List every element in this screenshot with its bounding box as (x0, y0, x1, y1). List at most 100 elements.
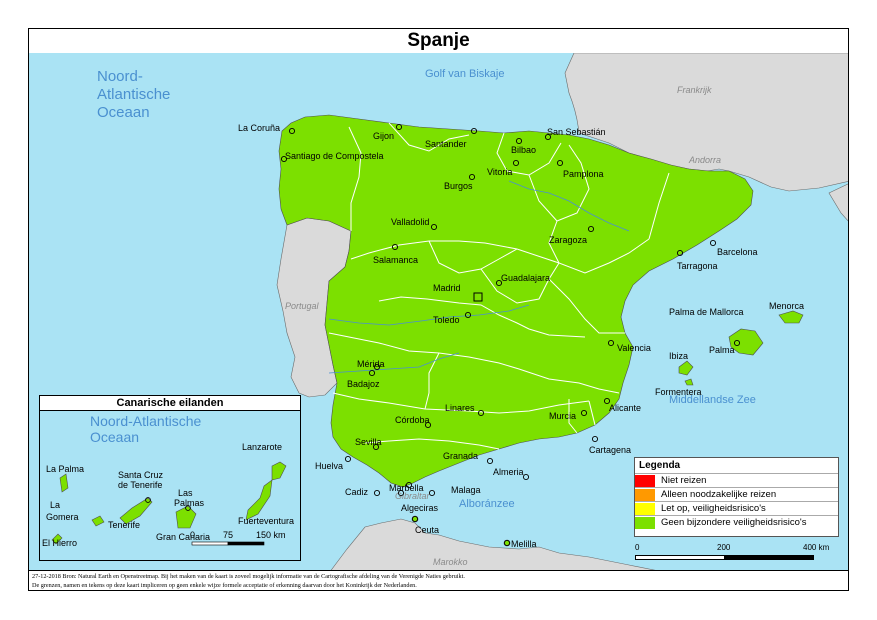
alboran-label: Alboránzee (459, 498, 515, 510)
andorra-label: Andorra (688, 155, 721, 165)
fuerteventura-land (245, 479, 273, 521)
formentera-land (684, 378, 694, 386)
scale-0: 0 (635, 543, 640, 552)
city-linares: Linares (445, 403, 475, 413)
city-zaragoza: Zaragoza (549, 235, 587, 245)
city-ibiza: Ibiza (669, 351, 688, 361)
city-san-sebastian: San Sebastián (547, 127, 606, 137)
city-cadiz: Cadiz (345, 487, 369, 497)
inset-gran-canaria: Gran Canaria (156, 532, 210, 542)
canary-islands-inset: Canarische eilanden Noord-Atlantische Oc… (39, 395, 301, 561)
city-alicante: Alicante (609, 403, 641, 413)
credits-line-1: 27-12-2018 Bron: Natural Earth en Openst… (32, 573, 465, 580)
inset-fuerteventura: Fuerteventura (238, 516, 294, 526)
map-frame: Spanje (28, 28, 849, 591)
menorca-land (778, 310, 804, 324)
city-ceuta: Ceuta (415, 525, 439, 535)
madrid-capital-marker (473, 292, 483, 302)
portugal-label: Portugal (285, 301, 320, 311)
city-sevilla: Sevilla (355, 437, 382, 447)
city-santander: Santander (425, 139, 467, 149)
morocco-label: Marokko (433, 557, 468, 567)
legend-swatch (635, 502, 655, 515)
legend-label: Geen bijzondere veiligheidsrisico's (661, 517, 807, 528)
city-valladolid: Valladolid (391, 217, 429, 227)
legend-title: Legenda (639, 460, 681, 471)
mallorca-land (728, 328, 764, 356)
city-huelva: Huelva (315, 461, 343, 471)
inset-scale-bar (191, 541, 265, 546)
inset-la-palma: La Palma (46, 464, 84, 474)
city-cartagena: Cartagena (589, 445, 631, 455)
italy-land (828, 183, 848, 222)
legend-item: Geen bijzondere veiligheidsrisico's (635, 515, 838, 529)
legend-item: Niet reizen (635, 473, 838, 487)
inset-scale-150: 150 km (256, 530, 286, 540)
legend-label: Niet reizen (661, 475, 707, 486)
las-palmas-marker (185, 505, 191, 511)
inset-title: Canarische eilanden (40, 396, 300, 411)
city-burgos: Burgos (444, 181, 473, 191)
legend-item: Let op, veiligheidsrisico's (635, 501, 838, 515)
spain-land (278, 114, 754, 488)
inset-scale-0: 0 (190, 530, 195, 540)
inset-ocean-label-1: Noord-Atlantische (90, 413, 201, 429)
city-salamanca: Salamanca (373, 255, 418, 265)
city-granada: Granada (443, 451, 478, 461)
santa-cruz-marker (145, 497, 151, 503)
city-badajoz: Badajoz (347, 379, 380, 389)
city-palma-de-mallorca: Palma de Mallorca (669, 307, 744, 317)
city-barcelona: Barcelona (717, 247, 758, 257)
ocean-label-2: Atlantische (97, 86, 170, 103)
city-cordoba: Córdoba (395, 415, 430, 425)
gibraltar-label: Gibraltar (395, 491, 431, 501)
city-vitoria: Vitoria (487, 167, 512, 177)
legend-label: Let op, veiligheidsrisico's (661, 503, 766, 514)
city-merida: Mérida (357, 359, 385, 369)
legend-item: Alleen noodzakelijke reizen (635, 487, 838, 501)
region-borders (328, 122, 670, 450)
inset-tenerife: Tenerife (108, 520, 140, 530)
lanzarote-land (271, 461, 287, 481)
ocean-label-3: Oceaan (97, 104, 150, 121)
city-markers (280, 123, 741, 547)
inset-santa-cruz-1: Santa Cruz (118, 470, 164, 480)
legend-label: Alleen noodzakelijke reizen (661, 489, 777, 500)
la-palma-land (59, 473, 69, 493)
inset-santa-cruz-2: de Tenerife (118, 480, 162, 490)
scale-bar: 0 200 400 km (635, 541, 835, 563)
inset-ocean-label-2: Oceaan (90, 429, 139, 445)
city-marbella: Marbella (389, 483, 424, 493)
city-toledo: Toledo (433, 315, 460, 325)
credits: 27-12-2018 Bron: Natural Earth en Openst… (29, 570, 848, 590)
inset-las-palmas-2: Palmas (174, 498, 205, 508)
morocco-land (328, 518, 670, 573)
scale-400: 400 km (803, 543, 830, 552)
map-title: Spanje (29, 29, 848, 54)
city-pamplona: Pamplona (563, 169, 604, 179)
city-gijon: Gijon (373, 131, 394, 141)
city-palma: Palma (709, 345, 735, 355)
city-bilbao: Bilbao (511, 145, 536, 155)
el-hierro-land (51, 533, 63, 545)
scale-bar-black (724, 555, 814, 560)
biscay-label: Golf van Biskaje (425, 68, 504, 80)
inset-lanzarote: Lanzarote (242, 442, 282, 452)
legend: Legenda Niet reizen Alleen noodzakelijke… (634, 457, 839, 537)
legend-swatch (635, 488, 655, 501)
med-label: Middellandse Zee (669, 394, 756, 406)
city-almeria: Almeria (493, 467, 524, 477)
inset-el-hierro: El Hierro (42, 538, 77, 548)
rivers (328, 180, 630, 374)
city-la-coruna: La Coruña (238, 123, 280, 133)
credits-line-2: De grenzen, namen en tekens op deze kaar… (32, 582, 417, 589)
city-santiago: Santiago de Compostela (285, 151, 384, 161)
ocean-label-1: Noord- (97, 68, 143, 85)
la-gomera-land (91, 515, 105, 527)
scale-bar-white (635, 555, 725, 560)
inset-map: Noord-Atlantische Oceaan Lanzarote La Pa… (42, 413, 294, 548)
city-algeciras: Algeciras (401, 503, 439, 513)
inset-scale-75: 75 (223, 530, 233, 540)
ibiza-land (678, 360, 694, 376)
city-menorca: Menorca (769, 301, 804, 311)
